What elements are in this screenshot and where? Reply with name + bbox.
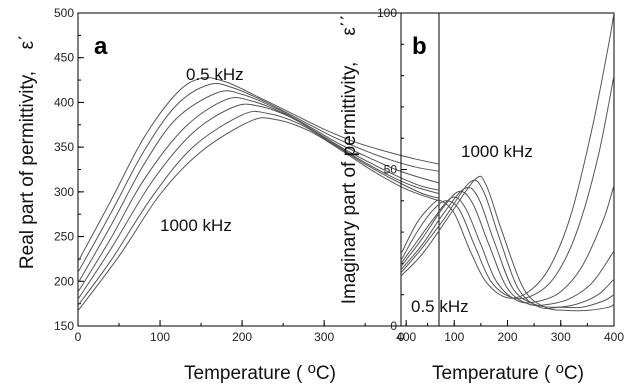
- y-tick-label: 450: [54, 51, 74, 65]
- x-axis-label-a-sup: o: [308, 360, 316, 377]
- series-line-b-5: [401, 186, 614, 308]
- y-tick-label: 500: [54, 6, 74, 20]
- series-line-b-4: [401, 190, 614, 307]
- y-tick-label: 100: [377, 6, 397, 20]
- y-tick-label: 200: [54, 274, 74, 288]
- x-tick-label: 300: [551, 330, 571, 344]
- y-tick-label: 0: [390, 319, 397, 333]
- annotation-b-low: 0.5 kHz: [411, 297, 469, 316]
- x-tick-label: 400: [604, 330, 624, 344]
- annotation-a-high: 0.5 kHz: [186, 65, 244, 84]
- series-line-b-7: [401, 175, 614, 312]
- y-tick-label: 150: [54, 319, 74, 333]
- annotation-a-low: 1000 kHz: [160, 216, 232, 235]
- x-axis-label-b-text: Temperature (: [432, 363, 556, 384]
- x-tick-label: 200: [232, 330, 252, 344]
- series-line-a-6: [78, 110, 439, 306]
- x-tick-label: 100: [444, 330, 464, 344]
- x-axis-label-b-unit: C): [564, 363, 584, 384]
- annotation-b-high: 1000 kHz: [461, 142, 533, 161]
- x-tick-label: 200: [497, 330, 517, 344]
- y-tick-label: 300: [54, 185, 74, 199]
- x-tick-label: 400: [396, 330, 416, 344]
- panel-letter-b: b: [412, 33, 427, 60]
- series-line-b-2: [401, 75, 614, 300]
- panel-letter-a: a: [94, 33, 108, 60]
- series-line-a-5: [78, 103, 439, 300]
- x-axis-label-a-text: Temperature (: [184, 363, 308, 384]
- y-tick-label: 250: [54, 230, 74, 244]
- x-axis-label-a-unit: C): [316, 363, 336, 384]
- x-tick-label: 100: [150, 330, 170, 344]
- y-axis-symbol-b: ε΄΄: [339, 14, 360, 35]
- curves-b: [401, 13, 614, 312]
- series-line-b-6: [401, 179, 614, 310]
- series-line-a-7: [78, 117, 439, 312]
- y-tick-label: 50: [384, 163, 398, 177]
- plot-frame-b: [400, 12, 615, 327]
- x-tick-label: 300: [314, 330, 334, 344]
- series-line-a-4: [78, 96, 439, 293]
- y-axis-symbol-a: ε΄: [17, 35, 38, 50]
- y-tick-label: 400: [54, 95, 74, 109]
- x-axis-label-b-sup: o: [556, 360, 564, 377]
- curves-a: [78, 77, 439, 312]
- x-axis-label-b: Temperature ( oC): [432, 360, 584, 384]
- x-tick-label: 0: [75, 330, 82, 344]
- series-line-a-3: [78, 90, 439, 284]
- series-line-a-2: [78, 82, 439, 273]
- series-line-b-3: [401, 185, 614, 304]
- x-axis-label-a: Temperature ( oC): [184, 360, 336, 384]
- series-line-a-1: [78, 77, 439, 262]
- y-axis-label-a: Real part of permittivity,: [17, 71, 38, 269]
- y-tick-label: 350: [54, 140, 74, 154]
- x-tick-label: 0: [398, 330, 405, 344]
- series-line-b-1: [401, 13, 614, 299]
- y-axis-label-b: Imaginary part of permittivity,: [339, 62, 360, 305]
